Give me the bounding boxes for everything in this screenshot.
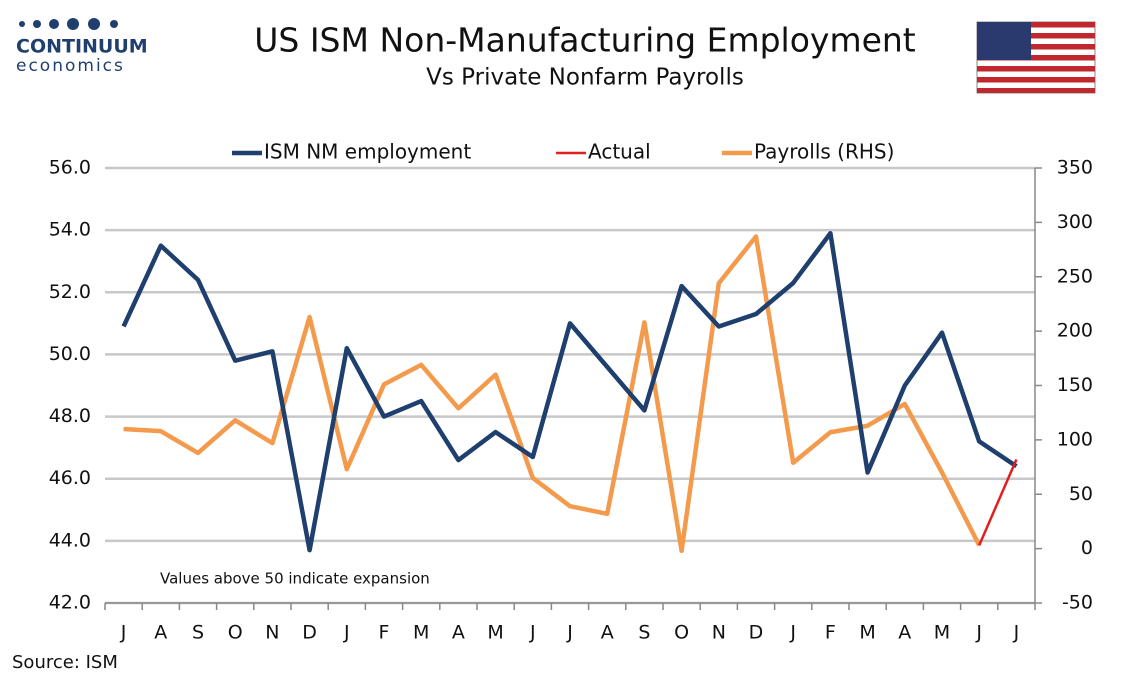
logo: CONTINUUM economics [16,18,148,76]
y2-tick-label: 200 [1057,320,1093,342]
y-tick-label: 52.0 [49,281,91,303]
y-tick-label: 44.0 [49,529,91,551]
chart-subtitle: Vs Private Nonfarm Payrolls [426,65,744,91]
y-tick-label: 42.0 [49,592,91,614]
chart-title: US ISM Non-Manufacturing Employment [254,21,916,60]
x-tick-label: N [265,622,279,644]
series-line [123,234,982,554]
x-tick-label: A [154,622,167,644]
x-tick-label: J [975,622,982,644]
x-tick-label: O [228,622,243,644]
x-tick-label: F [825,622,836,644]
series-line [978,458,1018,546]
x-tick-label: D [749,622,764,644]
y2-tick-label: 100 [1057,428,1093,450]
x-tick-label: S [192,622,204,644]
y-tick-label: 48.0 [49,405,91,427]
x-tick-label: O [674,622,689,644]
x-tick-label: F [379,622,390,644]
y2-tick-label: 300 [1057,211,1093,233]
x-tick-label: J [1013,622,1020,644]
y-tick-label: 56.0 [49,157,91,179]
y-tick-label: 50.0 [49,343,91,365]
x-tick-label: D [302,622,317,644]
series-line [121,231,1018,553]
legend-label: Actual [588,140,651,164]
y2-tick-label: -50 [1062,592,1093,614]
x-tick-label: M [413,622,429,644]
y-tick-label: 54.0 [49,219,91,241]
x-tick-label: J [343,622,350,644]
legend-label: Payrolls (RHS) [754,140,894,164]
x-tick-label: A [601,622,614,644]
x-tick-label: S [638,622,650,644]
legend-label: ISM NM employment [264,140,471,164]
annotation: Values above 50 indicate expansion [160,570,430,588]
x-tick-label: M [859,622,875,644]
y2-tick-label: 0 [1081,537,1093,559]
y2-tick-label: 150 [1057,374,1093,396]
x-tick-label: J [120,622,127,644]
x-tick-label: J [789,622,796,644]
x-tick-label: M [934,622,950,644]
y2-tick-label: 50 [1069,483,1093,505]
flag [976,21,1096,94]
y-tick-label: 46.0 [49,467,91,489]
x-tick-label: A [452,622,465,644]
brand-name: CONTINUUM [16,36,148,58]
x-tick-label: J [529,622,536,644]
brand-sub: economics [16,56,125,76]
source: Source: ISM [12,652,118,673]
x-tick-label: A [898,622,911,644]
x-tick-label: N [712,622,726,644]
y2-tick-label: 350 [1057,157,1093,179]
x-tick-label: M [487,622,503,644]
y2-tick-label: 250 [1057,265,1093,287]
x-tick-label: J [566,622,573,644]
